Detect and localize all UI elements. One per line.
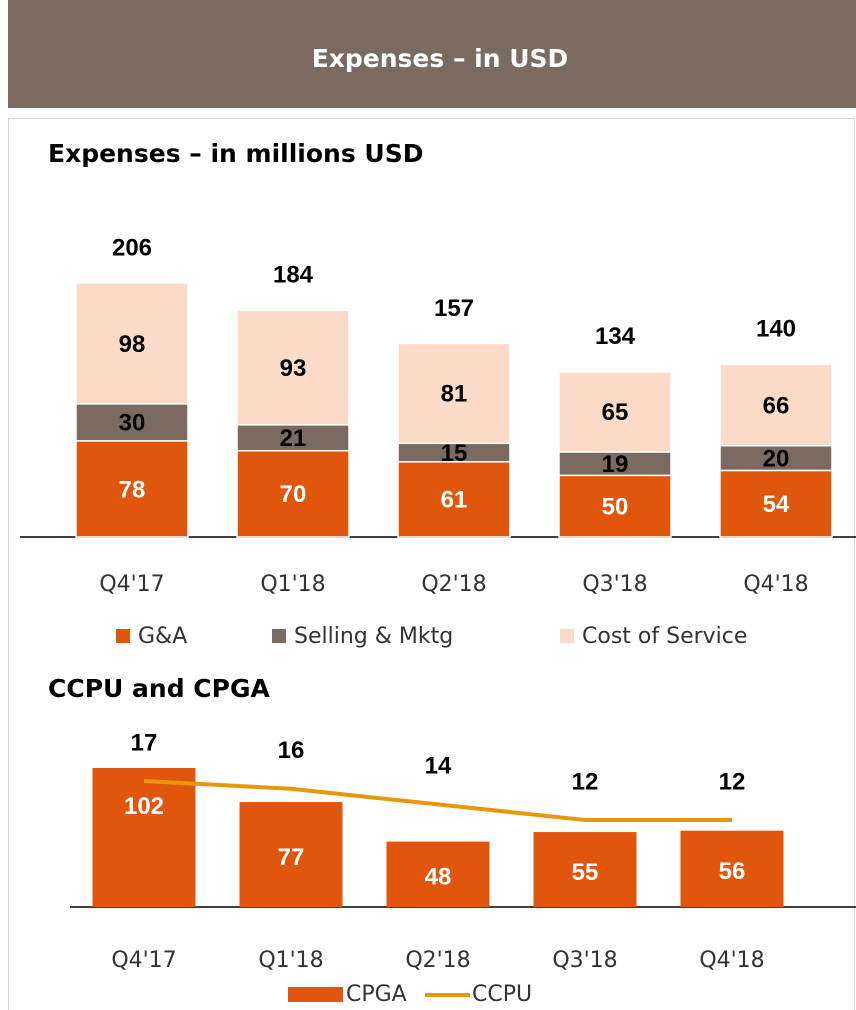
bar-segment [719, 363, 833, 447]
value-label: 98 [119, 331, 146, 358]
chart-title: CCPU and CPGA [48, 674, 270, 703]
panel [8, 118, 855, 1010]
bar-segment [236, 309, 350, 426]
value-label: 81 [441, 381, 468, 408]
line-value-label: 14 [425, 753, 452, 780]
x-tick-label: Q4'17 [111, 948, 176, 973]
value-label: 20 [763, 445, 790, 472]
value-label: 70 [280, 481, 307, 508]
x-tick-label: Q3'18 [582, 572, 647, 597]
value-label: 77 [278, 844, 305, 871]
line [143, 779, 732, 822]
bar-segment [397, 342, 511, 445]
bar-segment [75, 403, 189, 442]
x-tick-label: Q2'18 [421, 572, 486, 597]
value-label: 50 [602, 494, 629, 521]
x-tick-label: Q4'17 [99, 572, 164, 597]
header-band [8, 0, 856, 108]
value-label: 102 [124, 793, 164, 820]
legend-label: Selling & Mktg [294, 624, 453, 649]
value-label: 19 [602, 451, 629, 478]
legend-label: Cost of Service [582, 624, 747, 649]
legend-label: G&A [138, 624, 187, 649]
value-label: 15 [441, 440, 468, 467]
legend-label: CPGA [346, 982, 407, 1007]
x-tick-label: Q4'18 [699, 948, 764, 973]
total-label: 206 [112, 234, 152, 261]
bar [533, 832, 637, 907]
legend-swatch [288, 987, 343, 1002]
total-label: 157 [434, 295, 474, 322]
bar [239, 802, 343, 907]
total-label: 134 [595, 323, 636, 350]
value-label: 93 [280, 355, 307, 382]
bar-segment [719, 445, 833, 472]
value-label: 30 [119, 410, 146, 437]
line-value-label: 12 [719, 768, 746, 795]
line-value-label: 12 [572, 768, 599, 795]
bar [680, 830, 784, 907]
value-label: 21 [280, 425, 307, 452]
x-tick-label: Q3'18 [552, 948, 617, 973]
total-label: 140 [756, 316, 796, 343]
bar-segment [397, 461, 511, 538]
bar-segment [719, 469, 833, 538]
bar-segment [558, 474, 672, 538]
value-label: 65 [602, 399, 629, 426]
bar [386, 841, 490, 907]
bar [92, 768, 196, 907]
value-label: 54 [763, 491, 790, 518]
value-label: 48 [425, 864, 452, 891]
x-tick-label: Q2'18 [405, 948, 470, 973]
legend-swatch [116, 629, 130, 643]
bar-segment [75, 282, 189, 405]
value-label: 78 [119, 476, 146, 503]
value-label: 55 [572, 859, 599, 886]
x-tick-label: Q4'18 [743, 572, 808, 597]
value-label: 66 [763, 392, 790, 419]
total-label: 184 [273, 261, 314, 288]
legend-swatch [272, 629, 286, 643]
legend-swatch [560, 629, 574, 643]
line-value-label: 16 [278, 737, 305, 764]
legend-label: CCPU [472, 982, 532, 1007]
bar-segment [75, 440, 189, 538]
value-label: 56 [719, 858, 746, 885]
value-label: 61 [441, 487, 468, 514]
x-tick-label: Q1'18 [260, 572, 325, 597]
header-title: Expenses – in USD [312, 44, 569, 73]
bar-segment [558, 371, 672, 453]
x-tick-label: Q1'18 [258, 948, 323, 973]
chart-title: Expenses – in millions USD [48, 139, 424, 168]
line-value-label: 17 [131, 729, 158, 756]
